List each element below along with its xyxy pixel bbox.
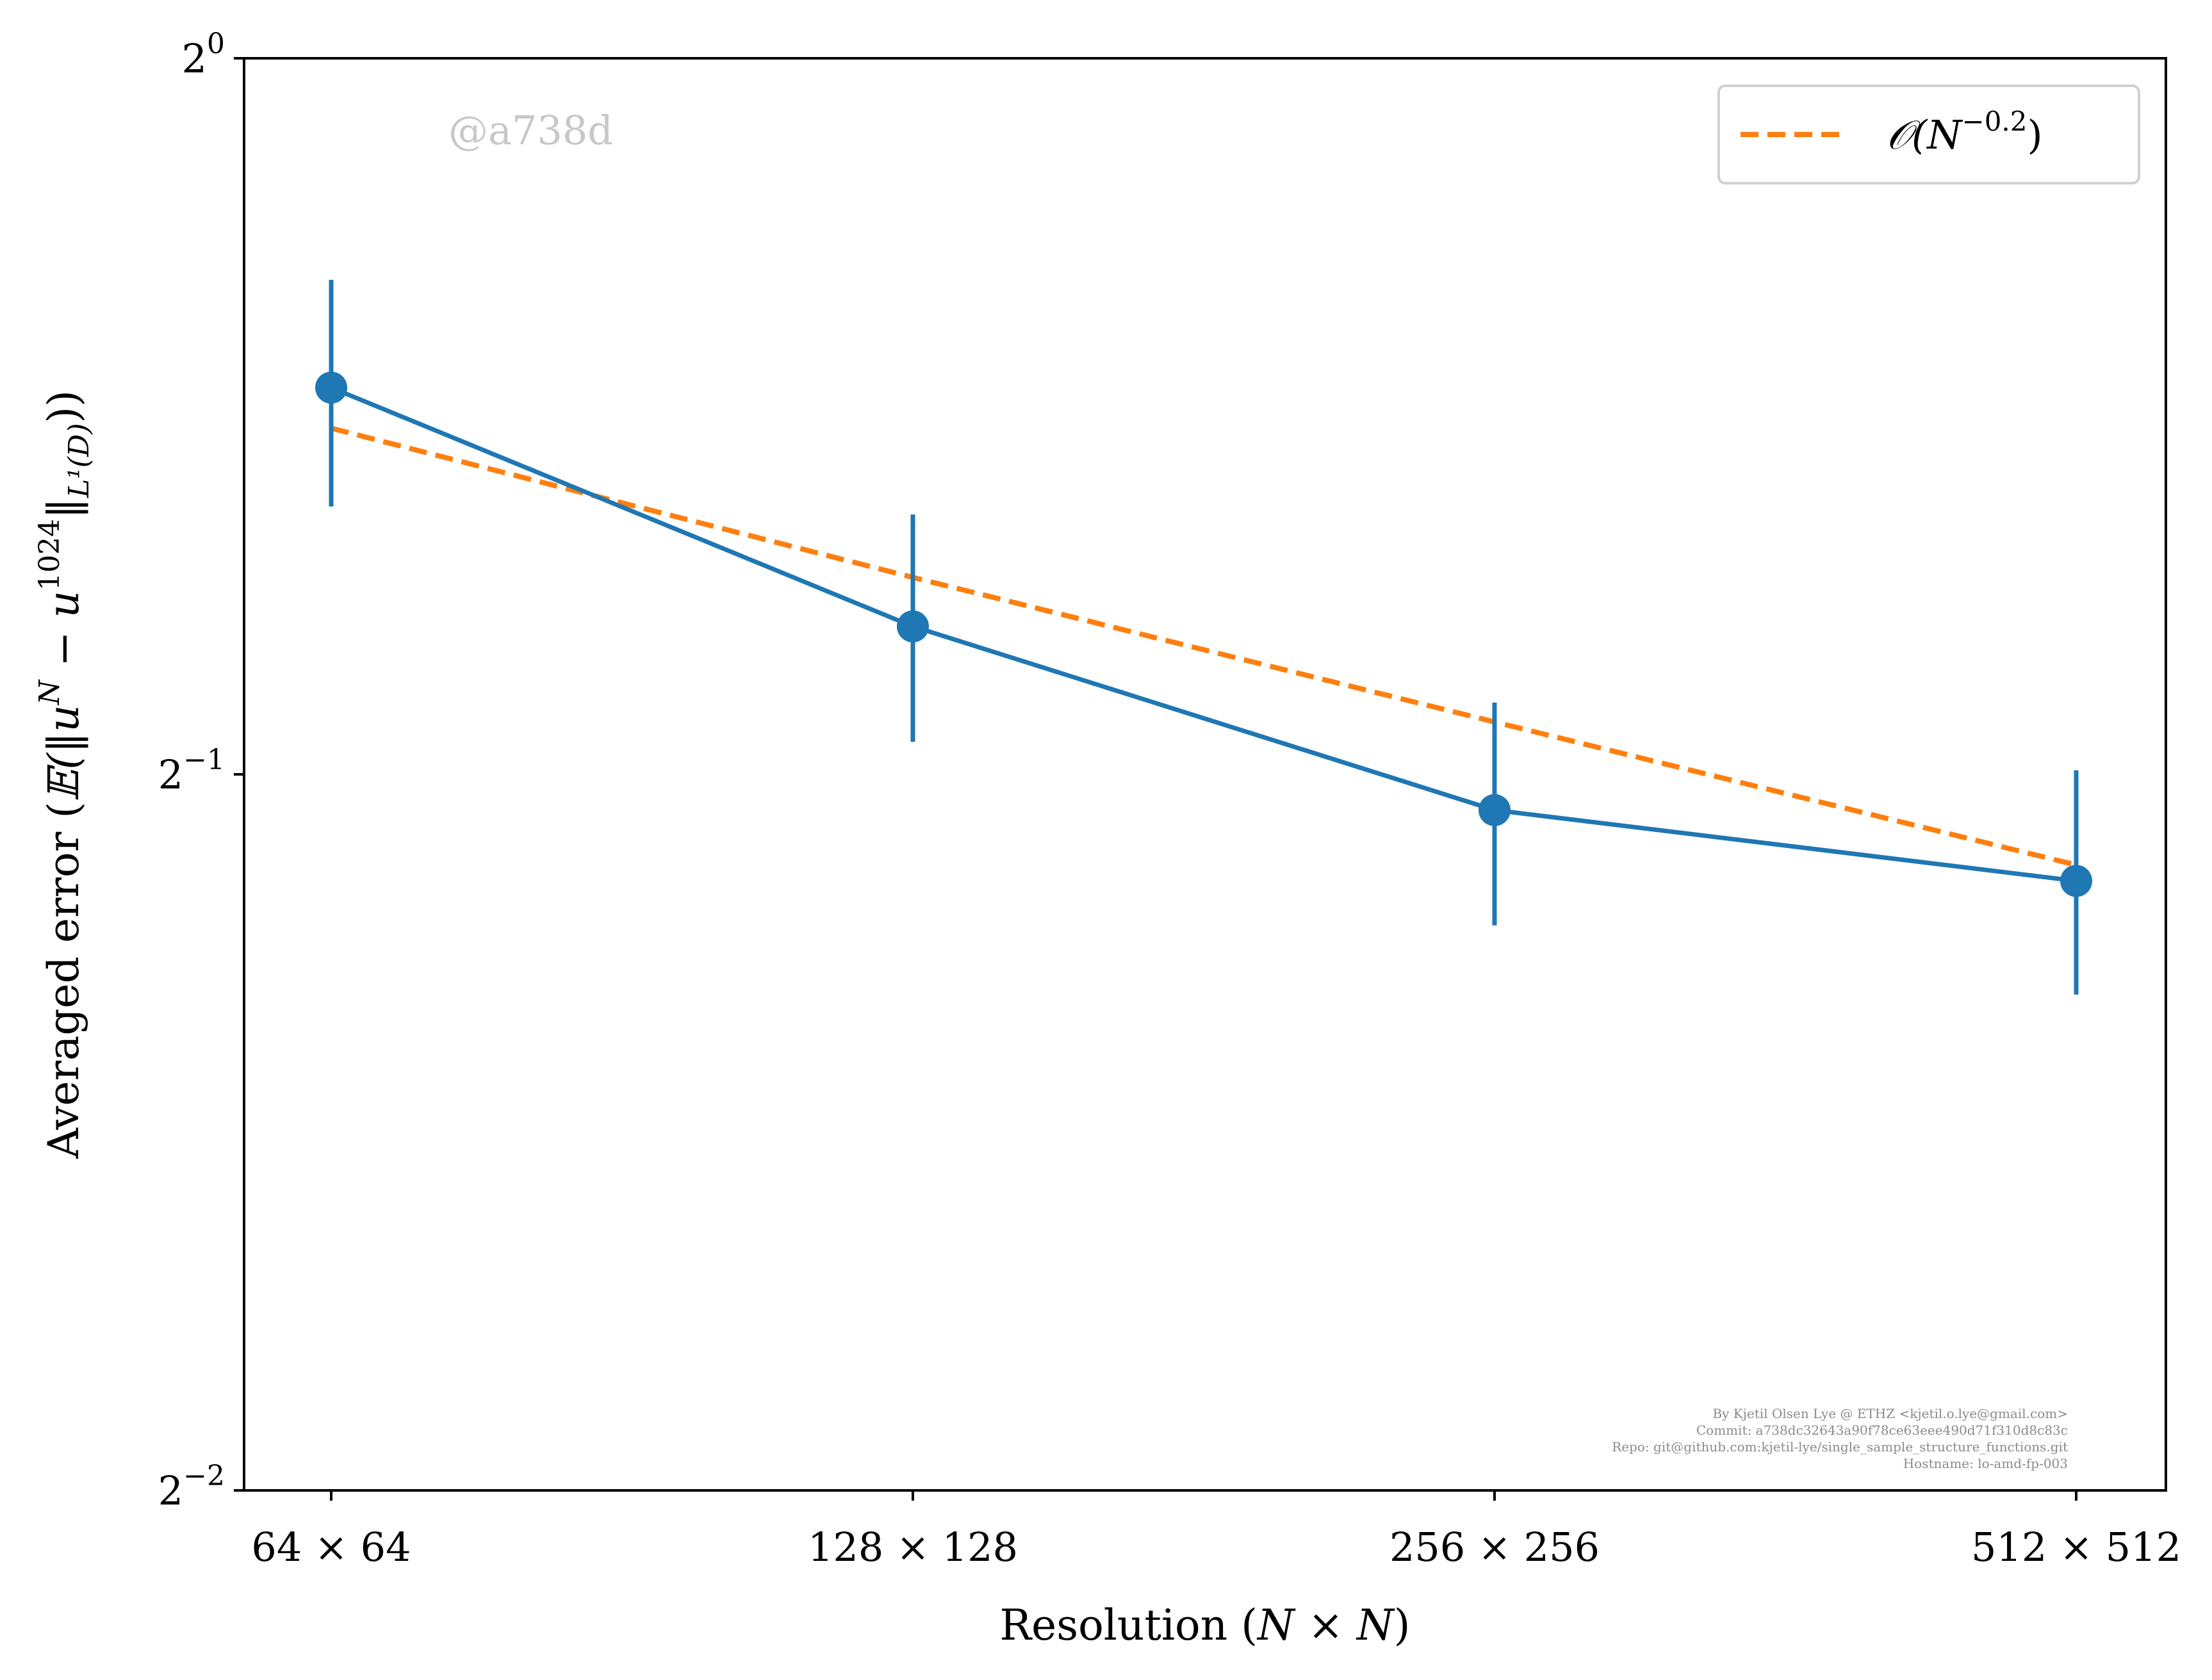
credit-line-commit: Commit: a738dc32643a90f78ce63eee490d71f3…: [1696, 1423, 2068, 1438]
credit-line-hostname: Hostname: lo-amd-fp-003: [1903, 1456, 2068, 1471]
data-point: [315, 371, 347, 404]
y-axis-label-sup1: N: [33, 679, 66, 705]
x-tick-label: 256 × 256: [1389, 1524, 1600, 1570]
x-tick-label: 512 × 512: [1971, 1524, 2181, 1570]
x-axis-label-end: ): [1394, 1601, 1411, 1650]
y-tick-label: 2−1: [158, 744, 225, 798]
reference-line: [331, 425, 2077, 868]
x-axis-label-main: Resolution (: [999, 1601, 1258, 1650]
credit-line-repo: Repo: git@github.com:kjetil-lye/single_s…: [1612, 1439, 2068, 1455]
credit-line-author: By Kjetil Olsen Lye @ ETHZ <kjetil.o.lye…: [1712, 1406, 2068, 1421]
legend-label-main: 𝒪(N: [1887, 111, 1963, 158]
y-tick-exponent: −2: [183, 1460, 225, 1492]
legend: 𝒪(N−0.2): [1717, 85, 2140, 184]
y-axis-label-mid: − u: [39, 591, 88, 680]
y-tick-base: 2: [158, 1467, 183, 1514]
y-axis-label-main: Averaged error (: [39, 802, 88, 1159]
y-axis-label-sub: L¹(D): [63, 423, 95, 498]
y-tick-base: 2: [158, 751, 183, 798]
credits: By Kjetil Olsen Lye @ ETHZ <kjetil.o.lye…: [1612, 1406, 2068, 1471]
y-tick-exponent: 0: [207, 28, 225, 60]
plot-frame: [243, 57, 2167, 1492]
data-point: [897, 610, 929, 642]
y-tick-label: 2−2: [158, 1460, 225, 1514]
data-point: [1479, 794, 1511, 826]
y-axis-label-end: )): [39, 390, 88, 423]
y-tick-base: 2: [182, 35, 207, 82]
y-tick-label: 20: [182, 28, 225, 82]
legend-label: 𝒪(N−0.2): [1887, 106, 2043, 158]
y-tick-exponent: −1: [183, 744, 225, 776]
y-axis-label-close: ‖: [39, 498, 88, 519]
x-axis-label: Resolution (N × N): [999, 1601, 1410, 1650]
watermark: @a738d: [448, 107, 613, 154]
x-tick-label: 128 × 128: [808, 1524, 1018, 1570]
y-ticks: 202−12−2: [158, 28, 244, 1514]
series-layer: [315, 279, 2092, 995]
legend-label-end: ): [2028, 111, 2043, 158]
x-tick-label: 64 × 64: [251, 1524, 411, 1570]
legend-box: [1717, 85, 2140, 184]
legend-label-sup: −0.2: [1962, 106, 2028, 137]
x-ticks: 64 × 64 128 × 128 256 × 256 512 × 512: [251, 1490, 2181, 1570]
data-point: [2060, 865, 2092, 897]
y-axis-label-sup2: 1024: [33, 519, 66, 591]
error-line: [330, 385, 2077, 883]
y-axis-label-math: 𝔼(‖u: [39, 705, 88, 802]
x-axis-label-math: N × N: [1256, 1601, 1395, 1650]
y-axis-label: Averaged error (𝔼(‖uN − u1024‖L¹(D))): [33, 390, 95, 1159]
